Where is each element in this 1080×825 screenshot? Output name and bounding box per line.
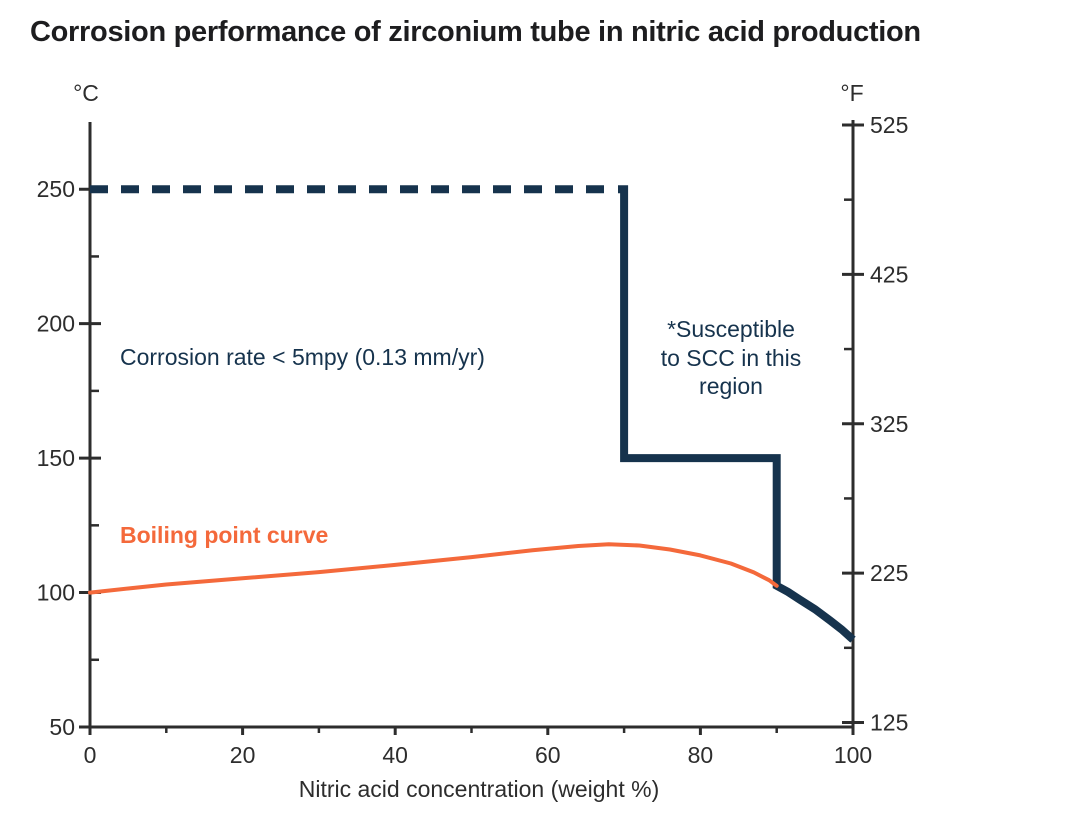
y-axis-left-unit-label: °C	[73, 80, 99, 106]
y-axis-left-tick-label: 200	[37, 311, 75, 337]
y-axis-right-tick-label: 525	[870, 112, 908, 138]
y-axis-left-tick-label: 100	[37, 580, 75, 606]
x-axis-title: Nitric acid concentration (weight %)	[298, 776, 660, 802]
y-axis-right-tick-label: 225	[870, 560, 908, 586]
x-axis-tick-label: 0	[84, 742, 97, 768]
x-axis-tick-label: 100	[834, 742, 872, 768]
corrosion-rate-annotation: Corrosion rate < 5mpy (0.13 mm/yr)	[120, 344, 485, 370]
boiling-point-curve-label: Boiling point curve	[120, 522, 329, 548]
corrosion-limit-solid-line	[618, 185, 856, 643]
y-axis-right-unit-label: °F	[840, 80, 864, 106]
y-axis-left-tick-label: 150	[37, 445, 75, 471]
x-axis-tick-label: 80	[688, 742, 714, 768]
chart-title: Corrosion performance of zirconium tube …	[30, 16, 921, 48]
y-axis-right-tick-label: 425	[870, 261, 908, 287]
y-axis-left-tick-label: 250	[37, 176, 75, 202]
y-axis-right-tick-label: 125	[870, 710, 908, 736]
y-axis-left-tick-label: 50	[49, 714, 75, 740]
y-axis-right-tick-label: 325	[870, 411, 908, 437]
x-axis-tick-label: 60	[535, 742, 561, 768]
boiling-point-curve-line	[88, 542, 779, 595]
x-axis-tick-label: 40	[382, 742, 408, 768]
x-axis-tick-label: 20	[230, 742, 256, 768]
scc-region-annotation: *Susceptible to SCC in this region	[660, 316, 802, 399]
